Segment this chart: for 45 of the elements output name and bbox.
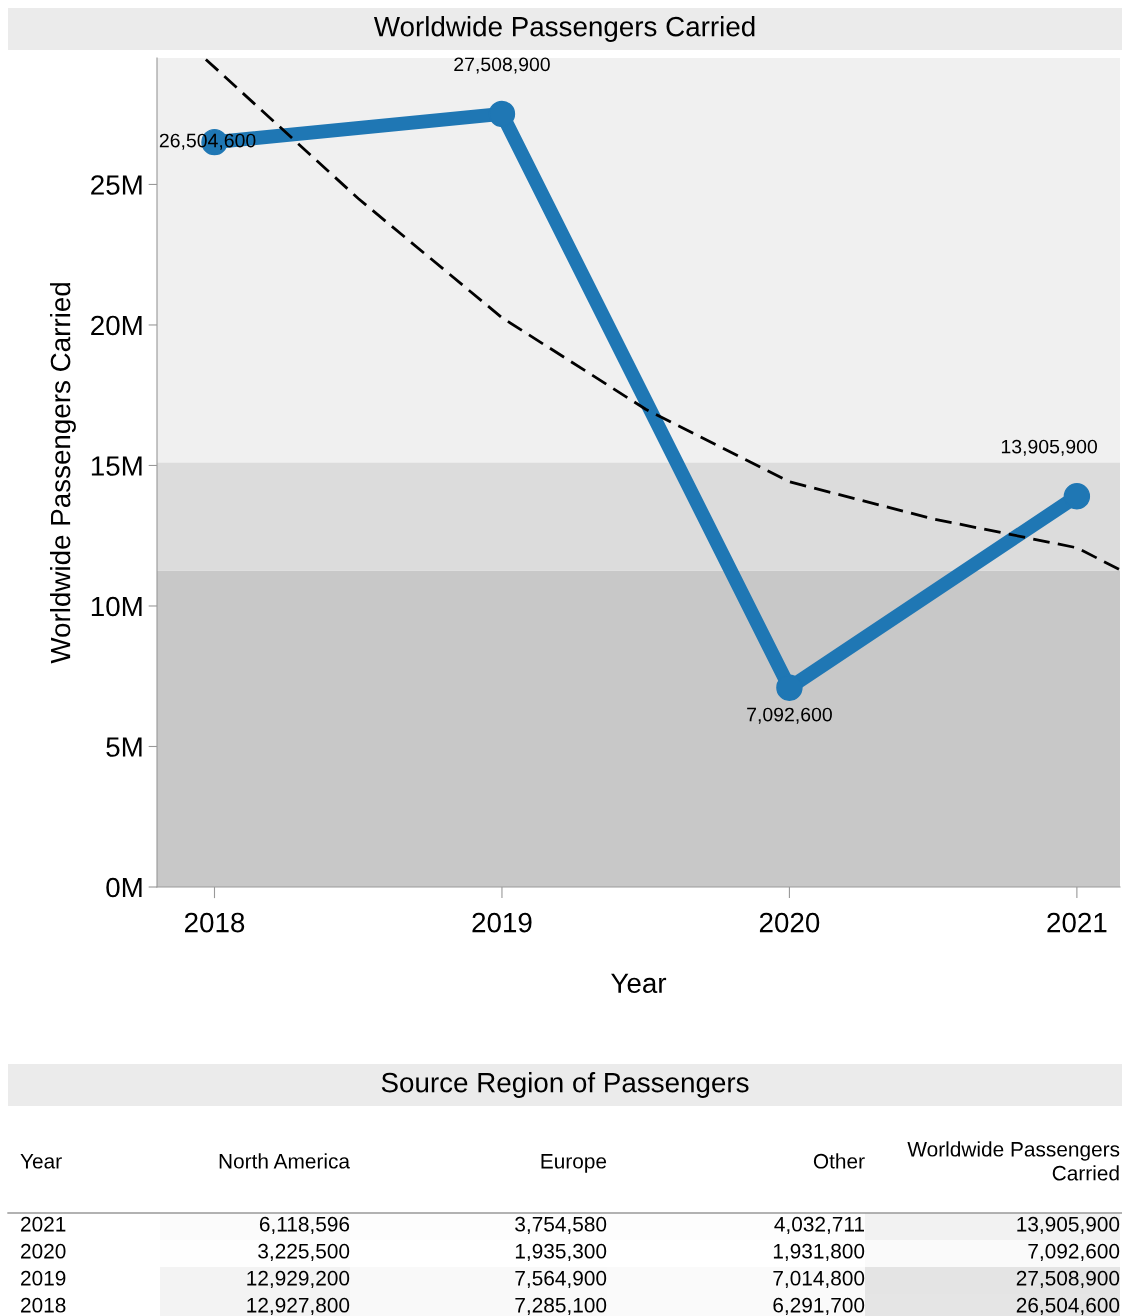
data-label: 12,927,800 xyxy=(247,1297,350,1316)
x-tick-label: 2021 xyxy=(1047,912,1107,933)
data-label: 7,285,100 xyxy=(515,1297,607,1316)
y-axis-title: Year xyxy=(20,1154,62,1169)
data-label: 6,291,700 xyxy=(773,1297,865,1316)
data-label: 13,905,900 xyxy=(1017,1216,1120,1235)
chart-title: Worldwide Passengers Carried xyxy=(373,16,755,42)
data-label: 13,905,900 xyxy=(1001,439,1098,456)
y-tick-label: 10M xyxy=(91,596,142,617)
y-tick-label: 2020 xyxy=(21,1243,66,1259)
data-label: 7,092,600 xyxy=(1028,1243,1120,1262)
data-label: 3,225,500 xyxy=(258,1243,350,1262)
x-axis-title: Year xyxy=(611,973,667,994)
y-tick-label: 5M xyxy=(106,737,142,757)
y-axis-title: Worldwide Passengers Carried xyxy=(49,283,76,664)
y-tick-label: 2021 xyxy=(21,1216,66,1232)
data-label: 7,564,900 xyxy=(515,1270,607,1289)
data-label: 27,508,900 xyxy=(1016,1270,1120,1289)
data-label: 1,935,300 xyxy=(515,1243,607,1262)
data-label: 26,504,600 xyxy=(1016,1297,1120,1316)
data-label: 6,118,596 xyxy=(259,1216,350,1235)
x-tick-label: Worldwide Passengers Carried xyxy=(907,1141,1120,1181)
x-tick-label: 2019 xyxy=(472,912,532,933)
y-tick-label: 2018 xyxy=(21,1297,66,1313)
x-tick-label: Other xyxy=(813,1153,865,1169)
data-label: 27,508,900 xyxy=(454,57,550,74)
data-label: 12,929,200 xyxy=(247,1270,350,1289)
point xyxy=(1063,483,1091,510)
data-label: 3,754,580 xyxy=(515,1216,607,1235)
point xyxy=(776,674,803,701)
data-label: 7,014,800 xyxy=(773,1270,865,1289)
y-tick-label: 0M xyxy=(106,877,142,898)
data-label: 1,931,800 xyxy=(773,1243,865,1262)
x-tick-label: 2020 xyxy=(759,912,820,933)
x-tick-label: Europe xyxy=(541,1154,607,1173)
y-tick-label: 15M xyxy=(91,456,142,476)
data-label: 7,092,600 xyxy=(747,707,832,724)
data-label: 4,032,711 xyxy=(774,1216,864,1235)
x-tick-label: 2018 xyxy=(185,912,245,933)
y-tick-label: 25M xyxy=(91,175,142,195)
x-tick-label: North America xyxy=(219,1153,351,1169)
y-tick-label: 20M xyxy=(91,315,142,336)
chart-title: Source Region of Passengers xyxy=(381,1072,749,1098)
y-tick-label: 2019 xyxy=(21,1270,66,1286)
point xyxy=(488,100,516,128)
